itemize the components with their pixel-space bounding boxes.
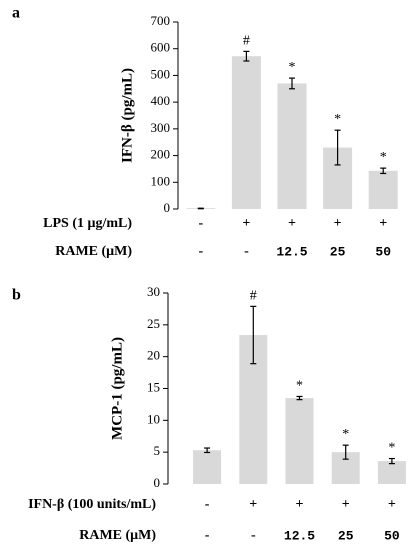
bar <box>277 83 307 209</box>
y-tick-label: 30 <box>147 284 160 299</box>
condition-value: + <box>334 216 342 231</box>
condition-value: + <box>288 216 296 231</box>
y-tick-label: 100 <box>151 173 171 188</box>
panel-label: a <box>12 5 20 22</box>
condition-label: LPS (1 μg/mL) <box>43 216 132 231</box>
y-tick-label: 10 <box>147 411 160 426</box>
y-tick-label: 0 <box>164 200 171 215</box>
condition-label: IFN-β (100 units/mL) <box>28 497 156 512</box>
significance-marker: * <box>289 60 296 75</box>
condition-value: + <box>242 216 250 231</box>
condition-value: + <box>388 497 396 512</box>
significance-marker: # <box>250 288 257 303</box>
y-tick-label: 25 <box>147 316 160 331</box>
y-tick-label: 500 <box>151 66 171 81</box>
significance-marker: * <box>296 378 303 393</box>
y-tick-label: 700 <box>151 13 171 28</box>
y-tick-label: 20 <box>147 348 160 363</box>
significance-marker: * <box>342 427 349 442</box>
condition-value: + <box>379 216 387 231</box>
condition-value: - <box>205 528 210 543</box>
condition-value: + <box>342 497 350 512</box>
bar <box>193 450 222 484</box>
condition-value: - <box>251 528 256 543</box>
y-tick-label: 400 <box>151 93 171 108</box>
condition-value: - <box>198 244 203 259</box>
condition-value: 12.5 <box>284 528 315 543</box>
condition-value: + <box>249 497 257 512</box>
y-tick-label: 300 <box>151 120 171 135</box>
condition-label: RAME (μM) <box>79 528 156 543</box>
condition-value: - <box>198 216 203 231</box>
y-axis-label: IFN-β (pg/mL) <box>119 68 135 163</box>
y-tick-label: 200 <box>151 147 171 162</box>
y-tick-label: 0 <box>154 475 161 490</box>
condition-label: RAME (μM) <box>55 244 132 259</box>
bar <box>377 461 406 484</box>
y-tick-label: 5 <box>154 443 161 458</box>
bar <box>285 398 314 484</box>
significance-marker: * <box>334 112 341 127</box>
bar <box>231 56 261 209</box>
condition-value: 12.5 <box>276 244 307 259</box>
significance-marker: * <box>380 150 387 165</box>
condition-value: 25 <box>338 528 354 543</box>
panel-a: a 0 100 200 300 400 500 600 700 IFN-β (pg/mL) # * * *… <box>12 5 398 259</box>
condition-value: - <box>244 244 249 259</box>
significance-marker: # <box>243 33 250 48</box>
condition-value: 50 <box>375 244 391 259</box>
condition-value: + <box>296 497 304 512</box>
condition-value: - <box>205 497 210 512</box>
y-tick-label: 600 <box>151 40 171 55</box>
condition-value: 25 <box>330 244 346 259</box>
panel-b: b 0 5 10 15 20 25 30 MCP-1 (pg/mL) # * * * IFN-β (100… <box>12 284 406 543</box>
condition-value: 50 <box>384 528 400 543</box>
y-tick-label: 15 <box>147 379 160 394</box>
panel-label: b <box>12 287 21 304</box>
y-axis-label: MCP-1 (pg/mL) <box>109 337 125 440</box>
significance-marker: * <box>388 441 395 456</box>
bar <box>368 170 398 209</box>
